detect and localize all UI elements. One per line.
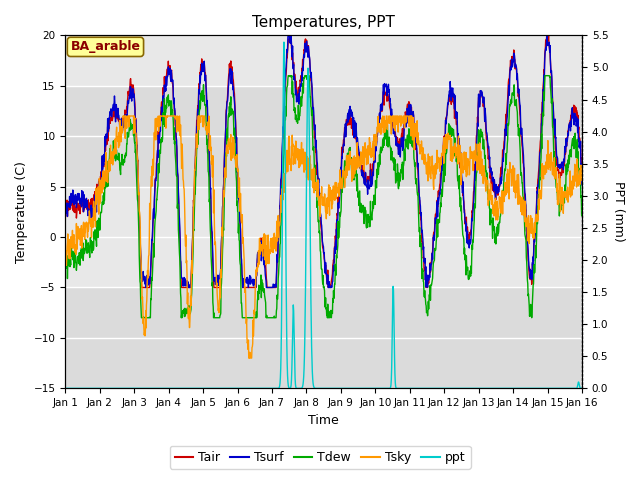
ppt — [404, 385, 412, 391]
Tsurf — [61, 217, 69, 223]
ppt — [177, 385, 184, 391]
Tdew — [164, 99, 172, 105]
Line: ppt: ppt — [65, 42, 582, 388]
Tdew — [177, 290, 184, 296]
Tsky — [518, 207, 525, 213]
Line: Tdew: Tdew — [65, 76, 582, 318]
ppt — [164, 385, 172, 391]
Bar — [65, 86, 582, 187]
ppt — [517, 385, 525, 391]
Tair — [234, 192, 242, 198]
ppt — [234, 385, 242, 391]
ppt — [472, 385, 479, 391]
ppt — [61, 385, 69, 391]
Tsurf — [518, 129, 525, 134]
Title: Temperatures, PPT: Temperatures, PPT — [252, 15, 395, 30]
Tdew — [404, 146, 412, 152]
Y-axis label: Temperature (C): Temperature (C) — [15, 161, 28, 263]
Tdew — [234, 230, 242, 236]
Tsurf — [472, 155, 479, 161]
Tair — [578, 175, 586, 180]
Tair — [61, 208, 69, 214]
Y-axis label: PPT (mm): PPT (mm) — [612, 181, 625, 242]
Tair — [472, 149, 479, 155]
Tsky — [61, 258, 69, 264]
Tsurf — [164, 71, 172, 76]
ppt — [578, 385, 586, 391]
Tsurf — [177, 257, 184, 263]
Line: Tair: Tair — [65, 36, 582, 288]
X-axis label: Time: Time — [308, 414, 339, 427]
Tsurf — [578, 182, 586, 188]
Tair — [518, 134, 525, 140]
Tsurf — [234, 196, 242, 202]
Tsky — [177, 122, 184, 128]
Tair — [287, 33, 295, 38]
Tsky — [578, 176, 586, 181]
ppt — [280, 39, 288, 45]
Text: BA_arable: BA_arable — [70, 40, 140, 53]
Tdew — [578, 213, 586, 219]
Tair — [138, 285, 146, 290]
Tdew — [284, 73, 292, 79]
Tsurf — [142, 285, 150, 290]
Tair — [164, 70, 172, 76]
Tsky — [472, 141, 479, 147]
Tsurf — [404, 120, 412, 126]
Tdew — [472, 186, 479, 192]
Tsky — [404, 113, 412, 119]
Line: Tsky: Tsky — [65, 116, 582, 358]
Line: Tsurf: Tsurf — [65, 36, 582, 288]
Tsky — [164, 113, 172, 119]
Bar — [65, 288, 582, 388]
Tdew — [518, 170, 525, 176]
Tsky — [234, 178, 242, 183]
Tair — [404, 110, 412, 116]
Tdew — [61, 259, 69, 265]
Tair — [177, 262, 184, 267]
Tsky — [245, 355, 253, 361]
Tsky — [119, 113, 127, 119]
Legend: Tair, Tsurf, Tdew, Tsky, ppt: Tair, Tsurf, Tdew, Tsky, ppt — [170, 446, 470, 469]
Tsurf — [284, 33, 292, 38]
Tdew — [138, 315, 145, 321]
